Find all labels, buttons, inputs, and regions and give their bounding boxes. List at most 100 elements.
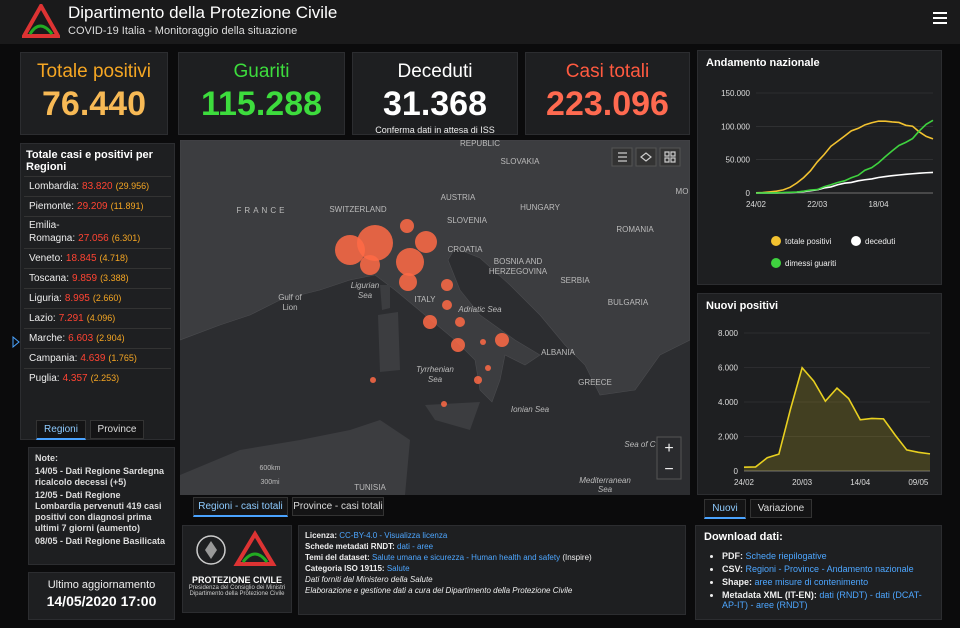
download-item: PDF: Schede riepilogative <box>722 551 933 561</box>
download-link[interactable]: dati (RNDT) - dati (DCAT-AP-IT) - aree (… <box>722 590 922 610</box>
region-name: Emilia-Romagna: <box>29 220 76 244</box>
region-row: Veneto: 18.845 (4.718) <box>24 248 171 268</box>
map-scale: 600km <box>259 465 280 472</box>
license-text: Categoria ISO 19115: <box>305 564 385 573</box>
region-total: 4.357 <box>62 373 88 384</box>
download-link[interactable]: Schede riepilogative <box>745 551 827 561</box>
region-row: Lazio: 7.291 (4.096) <box>24 308 171 328</box>
map-label: Adriatic Sea <box>457 305 502 314</box>
tab[interactable]: Regioni - casi totali <box>193 497 288 517</box>
kpi-note: Conferma dati in attesa di ISS <box>375 125 495 135</box>
download-panel: Download dati: PDF: Schede riepilogative… <box>695 525 942 620</box>
regions-panel: Totale casi e positivi per Regioni Lomba… <box>20 143 175 440</box>
map-label: AUSTRIA <box>441 193 476 202</box>
map-label: HERZEGOVINA <box>489 267 548 276</box>
map-scale: 300mi <box>260 479 280 486</box>
update-label: Ultimo aggiornamento <box>47 579 156 591</box>
region-positives: (29.956) <box>115 181 150 191</box>
region-name: Campania: <box>29 353 78 364</box>
zoom-out[interactable]: − <box>664 461 673 478</box>
download-title: Download dati: <box>704 531 783 543</box>
logo-line: Dipartimento della Protezione Civile <box>189 591 285 597</box>
y-tick-label: 100.000 <box>721 122 750 131</box>
legend-marker <box>771 236 781 246</box>
chart: Andamento nazionale 0 50.000 100.000 150.000… <box>706 57 934 268</box>
download-link[interactable]: Regioni - Province - Andamento nazionale <box>745 564 914 574</box>
download-item: Metadata XML (IT-EN): dati (RNDT) - dati… <box>722 590 933 610</box>
update-value: 14/05/2020 17:00 <box>46 593 157 609</box>
region-positives: (11.891) <box>110 201 144 211</box>
logo-line: Presidenza del Consiglio dei Ministri <box>188 585 286 591</box>
map-label: MO <box>676 187 689 196</box>
map[interactable]: REPUBLIC SLOVAKIA FRANCE SWITZERLAND AUS… <box>180 140 690 495</box>
header: Dipartimento della Protezione Civile COV… <box>0 0 960 44</box>
chart-title: Nuovi positivi <box>706 300 778 312</box>
region-total: 83.820 <box>82 181 113 192</box>
legend-label: dimessi guariti <box>785 259 836 268</box>
tab[interactable]: Regioni <box>36 420 86 440</box>
region-positives: (1.765) <box>108 353 137 363</box>
map-label: SERBIA <box>560 276 590 285</box>
logo-name: PROTEZIONE CIVILE <box>191 575 282 585</box>
download-item: CSV: Regioni - Province - Andamento nazi… <box>722 564 933 574</box>
kpi-value: 76.440 <box>42 85 146 123</box>
logo-panel: PROTEZIONE CIVILE Presidenza del Consigl… <box>182 525 292 613</box>
region-positives: (4.096) <box>86 313 116 323</box>
region-positives: (4.718) <box>99 253 129 263</box>
license-link[interactable]: Salute umana e sicurezza - Human health … <box>372 553 561 562</box>
notes-title: Note: <box>35 453 58 463</box>
x-tick-label: 20/03 <box>792 478 813 487</box>
license-line: Categoria ISO 19115: Salute <box>305 564 679 573</box>
note-item: 12/05 - Dati Regione Lombardia pervenuti… <box>35 490 162 533</box>
region-name: Veneto: <box>29 253 63 264</box>
menu-icon[interactable] <box>933 12 947 24</box>
tab[interactable]: Nuovi <box>704 499 746 519</box>
kpi-label: Guariti <box>233 61 290 82</box>
header-title: Dipartimento della Protezione Civile <box>68 3 338 22</box>
region-name: Piemonte: <box>29 201 75 212</box>
license-line: Schede metadati RNDT: dati - aree <box>305 542 679 551</box>
y-tick-label: 2.000 <box>718 433 739 442</box>
tab[interactable]: Province - casi totali <box>292 497 384 516</box>
region-total: 29.209 <box>77 201 108 212</box>
x-tick-label: 24/02 <box>746 200 767 209</box>
map-label: SLOVAKIA <box>501 157 541 166</box>
map-label: Ionian Sea <box>511 405 550 414</box>
chart-title: Andamento nazionale <box>706 57 820 69</box>
kpi-label: Totale positivi <box>36 61 152 82</box>
license-text: (Inspire) <box>562 553 592 562</box>
map-label: Sea <box>428 375 443 384</box>
kpi-label: Deceduti <box>397 61 473 82</box>
region-total: 27.056 <box>78 233 109 244</box>
map-label: SWITZERLAND <box>329 205 387 214</box>
download-link[interactable]: aree misure di contenimento <box>754 577 869 587</box>
note-item: 08/05 - Dati Regione Basilicata <box>35 536 166 546</box>
kpi-value: 115.288 <box>200 85 323 123</box>
download-label: CSV: <box>722 564 744 574</box>
x-tick-label: 22/03 <box>807 200 828 209</box>
x-tick-label: 18/04 <box>869 200 890 209</box>
tab[interactable]: Variazione <box>750 499 812 518</box>
y-tick-label: 50.000 <box>726 156 751 165</box>
zoom-in[interactable]: + <box>664 440 673 457</box>
map-label: BOSNIA AND <box>494 257 543 266</box>
area-fill <box>744 367 930 471</box>
region-row: Lombardia: 83.820 (29.956) <box>24 176 171 196</box>
region-row: Liguria: 8.995 (2.660) <box>24 288 171 308</box>
map-label: REPUBLIC <box>460 140 500 148</box>
zoom-control[interactable] <box>656 436 682 480</box>
license-text: Elaborazione e gestione dati a cura del … <box>305 586 573 595</box>
download-item: Shape: aree misure di contenimento <box>722 577 933 587</box>
series-line <box>755 119 934 194</box>
license-line: Dati forniti dal Ministero della Salute <box>305 575 679 584</box>
license-link[interactable]: dati - aree <box>397 542 434 551</box>
license-link[interactable]: CC-BY-4.0 - Visualizza licenza <box>339 531 448 540</box>
map-label: FRANCE <box>237 206 288 215</box>
region-total: 9.859 <box>72 273 98 284</box>
region-positives: (2.904) <box>96 333 125 343</box>
license-link[interactable]: Salute <box>386 564 410 573</box>
map-label: SLOVENIA <box>447 216 488 225</box>
tab[interactable]: Province <box>90 420 144 439</box>
expand-arrow[interactable] <box>12 336 20 348</box>
